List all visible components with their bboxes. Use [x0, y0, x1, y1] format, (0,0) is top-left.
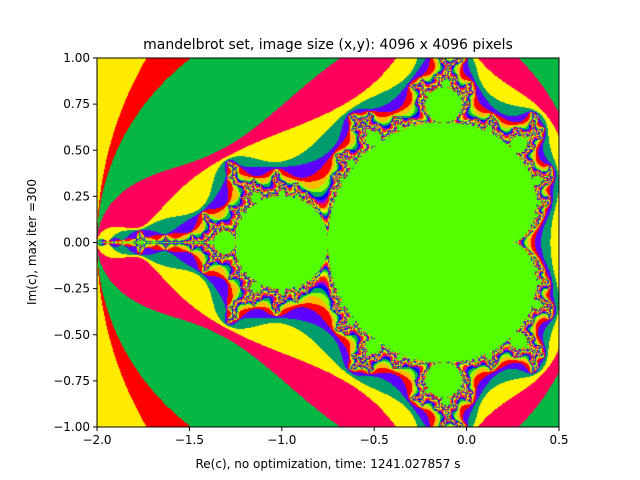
x-tick-label: −1.5: [175, 433, 204, 447]
x-axis: −2.0 −1.5 −1.0 −0.5 0.0 0.5: [82, 427, 569, 447]
y-axis-label: Im(c), max iter =300: [25, 179, 39, 305]
x-axis-label: Re(c), no optimization, time: 1241.02785…: [195, 457, 460, 471]
y-tick-label: 0.00: [63, 236, 90, 250]
y-tick-label: 1.00: [63, 51, 90, 65]
x-tick-label: −1.0: [267, 433, 296, 447]
y-axis: −1.00 −0.75 −0.50 −0.25 0.00 0.25 0.50 0.75 1.00: [53, 51, 97, 434]
y-tick-label: 0.75: [63, 97, 90, 111]
x-tick-label: −0.5: [360, 433, 389, 447]
y-tick-label: −1.00: [53, 420, 90, 434]
x-tick-label: 0.5: [549, 433, 568, 447]
y-tick-label: −0.75: [53, 374, 90, 388]
y-tick-label: −0.25: [53, 282, 90, 296]
chart-title: mandelbrot set, image size (x,y): 4096 x…: [143, 37, 513, 53]
x-tick-label: −2.0: [82, 433, 111, 447]
mandelbrot-heatmap-container: [97, 58, 559, 427]
x-tick-label: 0.0: [457, 433, 476, 447]
y-tick-label: 0.25: [63, 189, 90, 203]
y-tick-label: 0.50: [63, 143, 90, 157]
mandelbrot-heatmap: [97, 58, 559, 427]
y-tick-label: −0.50: [53, 328, 90, 342]
plot-area: [96, 57, 560, 428]
